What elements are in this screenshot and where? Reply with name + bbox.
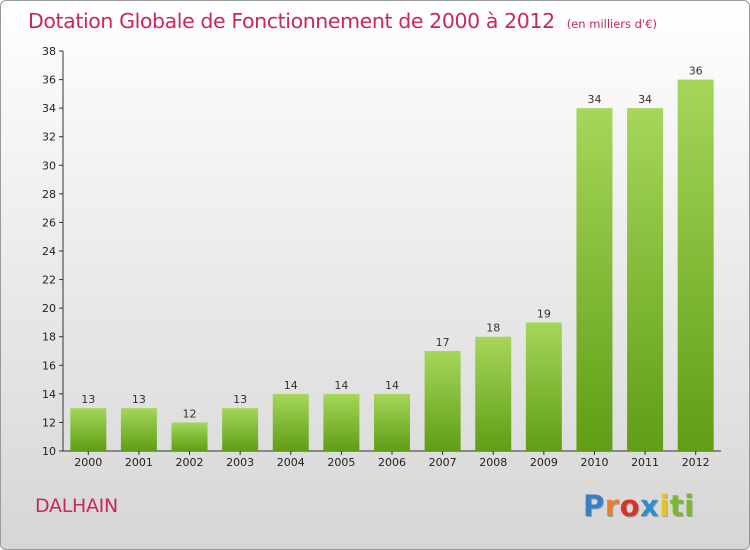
y-tick-label: 30 bbox=[42, 159, 56, 172]
y-tick-label: 38 bbox=[42, 45, 56, 58]
y-tick-label: 16 bbox=[42, 359, 56, 372]
x-tick-label: 2001 bbox=[125, 456, 153, 469]
bar bbox=[222, 408, 259, 451]
bar-value-label: 18 bbox=[486, 322, 500, 335]
y-tick-label: 34 bbox=[42, 102, 56, 115]
bar-value-label: 14 bbox=[334, 379, 348, 392]
bar-value-label: 19 bbox=[537, 307, 551, 320]
title-text: Dotation Globale de Fonctionnement de 20… bbox=[28, 9, 555, 33]
bar-value-label: 14 bbox=[284, 379, 298, 392]
y-tick-label: 10 bbox=[42, 445, 56, 458]
bar-value-label: 36 bbox=[689, 65, 703, 78]
logo-letter: r bbox=[604, 489, 620, 523]
logo-letter: o bbox=[619, 489, 641, 523]
y-tick-label: 14 bbox=[42, 388, 56, 401]
y-tick-label: 12 bbox=[42, 416, 56, 429]
x-tick-label: 2002 bbox=[176, 456, 204, 469]
x-tick-label: 2000 bbox=[74, 456, 102, 469]
x-tick-label: 2006 bbox=[378, 456, 406, 469]
bar bbox=[576, 108, 613, 452]
bar-value-label: 13 bbox=[81, 393, 95, 406]
y-tick-label: 18 bbox=[42, 331, 56, 344]
bar-value-label: 13 bbox=[233, 393, 247, 406]
bar bbox=[70, 408, 107, 451]
chart-title: Dotation Globale de Fonctionnement de 20… bbox=[28, 9, 657, 33]
y-tick-label: 36 bbox=[42, 74, 56, 87]
bar bbox=[475, 336, 512, 451]
bar bbox=[677, 79, 714, 452]
proxiti-logo: Proxiti bbox=[583, 489, 695, 523]
bar-value-label: 14 bbox=[385, 379, 399, 392]
bar bbox=[627, 108, 664, 452]
logo-letter: i bbox=[659, 489, 670, 523]
logo-letter: i bbox=[684, 489, 695, 523]
x-tick-label: 2011 bbox=[631, 456, 659, 469]
bar bbox=[272, 393, 309, 451]
y-tick-label: 28 bbox=[42, 188, 56, 201]
y-tick-label: 32 bbox=[42, 131, 56, 144]
logo-letter: t bbox=[669, 489, 685, 523]
bar-value-label: 17 bbox=[436, 336, 450, 349]
y-tick-label: 24 bbox=[42, 245, 56, 258]
unit-label: (en milliers d'€) bbox=[566, 17, 657, 31]
y-tick-label: 26 bbox=[42, 216, 56, 229]
logo-letter: x bbox=[640, 489, 660, 523]
x-tick-label: 2005 bbox=[327, 456, 355, 469]
bar bbox=[120, 408, 157, 451]
logo-letter: P bbox=[583, 489, 605, 523]
x-tick-label: 2009 bbox=[530, 456, 558, 469]
bar bbox=[171, 422, 208, 451]
commune-name: DALHAIN bbox=[35, 495, 118, 517]
bar-value-label: 34 bbox=[587, 93, 601, 106]
bars: 13 13 12 13 14 14 14 17 18 19 34 34 36 bbox=[70, 65, 714, 452]
x-tick-label: 2010 bbox=[580, 456, 608, 469]
y-tick-label: 20 bbox=[42, 302, 56, 315]
x-tick-label: 2007 bbox=[429, 456, 457, 469]
x-tick-label: 2012 bbox=[682, 456, 710, 469]
bar-value-label: 12 bbox=[183, 407, 197, 420]
y-tick-label: 22 bbox=[42, 274, 56, 287]
bar bbox=[525, 322, 562, 451]
bar-value-label: 34 bbox=[638, 93, 652, 106]
x-tick-label: 2008 bbox=[479, 456, 507, 469]
x-tick-label: 2003 bbox=[226, 456, 254, 469]
axes: 10 12 14 16 18 20 22 24 26 28 30 32 34 36 38 2000 2001 20… bbox=[42, 45, 721, 469]
x-tick-label: 2004 bbox=[277, 456, 305, 469]
bar bbox=[323, 393, 360, 451]
bar-value-label: 13 bbox=[132, 393, 146, 406]
bar bbox=[374, 393, 410, 451]
bar bbox=[424, 351, 461, 451]
